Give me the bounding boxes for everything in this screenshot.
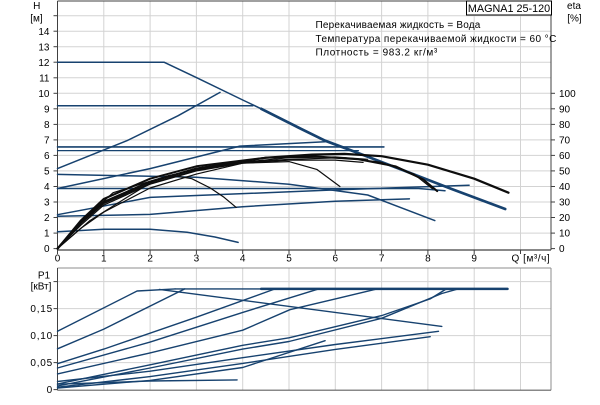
svg-text:Температура перекачиваемой жид: Температура перекачиваемой жидкости = 60… <box>316 34 557 45</box>
svg-text:0,05: 0,05 <box>30 358 53 369</box>
svg-text:[%]: [%] <box>567 14 582 25</box>
svg-text:40: 40 <box>559 182 571 193</box>
svg-text:2: 2 <box>44 213 50 224</box>
svg-text:1: 1 <box>44 229 50 240</box>
svg-text:0: 0 <box>44 244 50 255</box>
svg-text:90: 90 <box>559 104 571 115</box>
svg-text:8: 8 <box>44 120 50 131</box>
svg-text:7: 7 <box>379 254 385 265</box>
svg-text:0: 0 <box>55 254 61 265</box>
svg-text:4: 4 <box>240 254 246 265</box>
svg-text:0,10: 0,10 <box>30 331 53 342</box>
svg-text:6: 6 <box>44 151 50 162</box>
svg-text:1: 1 <box>101 254 107 265</box>
svg-text:Q [м³/ч]: Q [м³/ч] <box>512 254 551 265</box>
svg-text:eta: eta <box>567 1 581 12</box>
svg-text:10: 10 <box>559 229 571 240</box>
svg-text:14: 14 <box>38 27 50 38</box>
svg-text:0: 0 <box>559 244 565 255</box>
svg-text:6: 6 <box>333 254 339 265</box>
svg-text:0,15: 0,15 <box>30 304 53 315</box>
svg-text:3: 3 <box>44 198 50 209</box>
svg-text:11: 11 <box>39 73 50 84</box>
svg-text:MAGNA1 25-120: MAGNA1 25-120 <box>468 3 550 15</box>
svg-text:60: 60 <box>559 151 571 162</box>
svg-text:8: 8 <box>425 254 431 265</box>
svg-text:P1: P1 <box>38 270 51 281</box>
svg-text:5: 5 <box>286 254 292 265</box>
svg-text:2: 2 <box>147 254 153 265</box>
svg-text:20: 20 <box>559 213 571 224</box>
svg-text:4: 4 <box>44 182 50 193</box>
svg-text:7: 7 <box>44 136 50 147</box>
svg-text:80: 80 <box>559 120 571 131</box>
svg-text:3: 3 <box>194 254 200 265</box>
svg-text:0: 0 <box>47 385 53 396</box>
svg-text:5: 5 <box>44 167 50 178</box>
svg-text:30: 30 <box>559 198 571 209</box>
svg-text:13: 13 <box>38 42 50 53</box>
svg-text:[кВт]: [кВт] <box>31 281 52 292</box>
svg-text:70: 70 <box>559 136 571 147</box>
svg-text:10: 10 <box>38 89 50 100</box>
svg-text:Плотность = 983.2 кг/м³: Плотность = 983.2 кг/м³ <box>316 48 438 59</box>
svg-text:Перекачиваемая жидкость = Вода: Перекачиваемая жидкость = Вода <box>316 20 481 31</box>
svg-text:100: 100 <box>559 89 576 100</box>
svg-text:12: 12 <box>38 58 50 69</box>
svg-text:H: H <box>33 1 40 12</box>
svg-text:50: 50 <box>559 167 571 178</box>
svg-text:9: 9 <box>44 104 50 115</box>
svg-text:[м]: [м] <box>30 14 43 25</box>
svg-text:9: 9 <box>471 254 477 265</box>
